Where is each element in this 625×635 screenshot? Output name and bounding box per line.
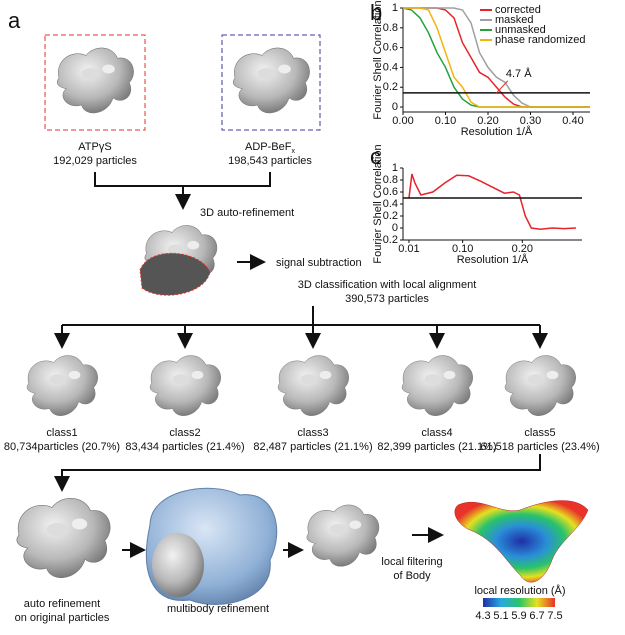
density-map [56,47,135,114]
x-tick-label: 0.40 [562,115,583,127]
density-map [504,355,577,417]
panel-label: a [8,8,21,33]
input-label: ATPγS [78,141,111,153]
legend-label: masked [495,14,534,26]
y-tick-label: 1 [392,2,398,14]
density-map [149,355,222,417]
step-label: multibody refinement [167,603,269,615]
y-axis-label: Fourier Shell Correlation [372,144,384,263]
connector [54,172,548,558]
colorbar-tick: 7.5 [547,610,562,622]
class-particles: 83,434 particles (21.4%) [125,441,244,453]
legend-label: phase randomized [495,34,586,46]
y-tick-label: 1 [392,162,398,174]
x-tick-label: 0.30 [520,115,541,127]
class-name: class3 [297,427,328,439]
x-axis-label: Resolution 1/Å [461,125,533,138]
class-particles: 82,487 particles (21.1%) [253,441,372,453]
x-tick-label: 0.10 [435,115,456,127]
input-label-main: ADP-BeF [245,141,292,153]
y-tick-label: 0.2 [383,210,398,222]
density-map [26,355,99,417]
colorbar-tick: 5.9 [511,610,526,622]
x-tick-label: 0.20 [477,115,498,127]
density-map [16,497,111,579]
colorbar [483,598,555,607]
y-tick-label: 0.4 [383,198,398,210]
class-name: class4 [421,427,452,439]
density-map [306,504,380,567]
subtracted-region [139,252,211,296]
input-label-subscript: x [291,148,295,155]
y-tick-label: 0.6 [383,42,398,54]
annotation-arrow [496,80,509,94]
colorbar-tick: 4.3 [475,610,490,622]
colorbar-tick: 6.7 [529,610,544,622]
y-tick-label: 0.8 [383,174,398,186]
body-map [152,533,204,597]
class-particles: 82,399 particles (21.1%) [377,441,496,453]
fsc-chart: -0.200.20.40.60.81 0.01 0.10 0.20Resolution… [372,144,582,266]
local-resolution-map [454,500,589,583]
legend-label: corrected [495,4,541,16]
x-axis-label: Resolution 1/Å [457,253,529,266]
class-name: class5 [524,427,555,439]
step-label: on original particles [15,612,110,624]
colorbar-tick: 5.1 [493,610,508,622]
density-map [401,355,474,417]
fsc-curve [408,173,577,230]
x-tick-label: 0.01 [398,243,419,255]
panel-label: b [370,0,382,25]
input-box [221,34,321,131]
panel-label: c [370,144,381,169]
y-tick-label: 0.4 [383,61,398,73]
density-map [277,355,350,417]
class-name: class2 [169,427,200,439]
particle-count: 198,543 particles [228,155,312,167]
y-tick-label: -0.2 [379,234,398,246]
y-tick-label: 0 [392,222,398,234]
class-group: class1 80,734particles (20.7%) class2 83,43… [4,355,600,453]
step-label: auto refinement [24,598,100,610]
annotation: 4.7 Å [506,67,532,80]
y-tick-label: 0.6 [383,186,398,198]
step-label: 3D auto-refinement [200,207,294,219]
step-label: 390,573 particles [345,293,429,305]
colorbar-title: local resolution (Å) [474,584,565,597]
y-tick-label: 0.2 [383,81,398,93]
class-particles: 61,518 particles (23.4%) [480,441,599,453]
legend-label: unmasked [495,24,546,36]
step-label: of Body [393,570,431,582]
input-box [44,34,146,131]
x-tick-label: 0.20 [512,243,533,255]
density-map [232,47,311,114]
fsc-curve [403,7,590,108]
class-name: class1 [46,427,77,439]
particle-count: 192,029 particles [53,155,137,167]
x-tick-label: 0.00 [392,115,413,127]
fsc-chart: 0 0.2 0.4 0.6 0.8 1 0.00 0.10 0.20 0.30 0.40 Resolu… [372,0,590,138]
step-label: signal subtraction [276,257,362,269]
class-particles: 80,734particles (20.7%) [4,441,120,453]
colorbar-ticks: 4.3 5.1 5.9 6.7 7.5 [475,610,562,622]
input-label: ADP-BeFx [245,141,295,155]
y-tick-label: 0.8 [383,22,398,34]
y-tick-label: 0 [392,101,398,113]
step-label: local filtering [381,556,442,568]
x-tick-label: 0.10 [452,243,473,255]
step-label: 3D classification with local alignment [298,279,477,291]
y-axis-label: Fourier Shell Correlation [372,0,384,119]
